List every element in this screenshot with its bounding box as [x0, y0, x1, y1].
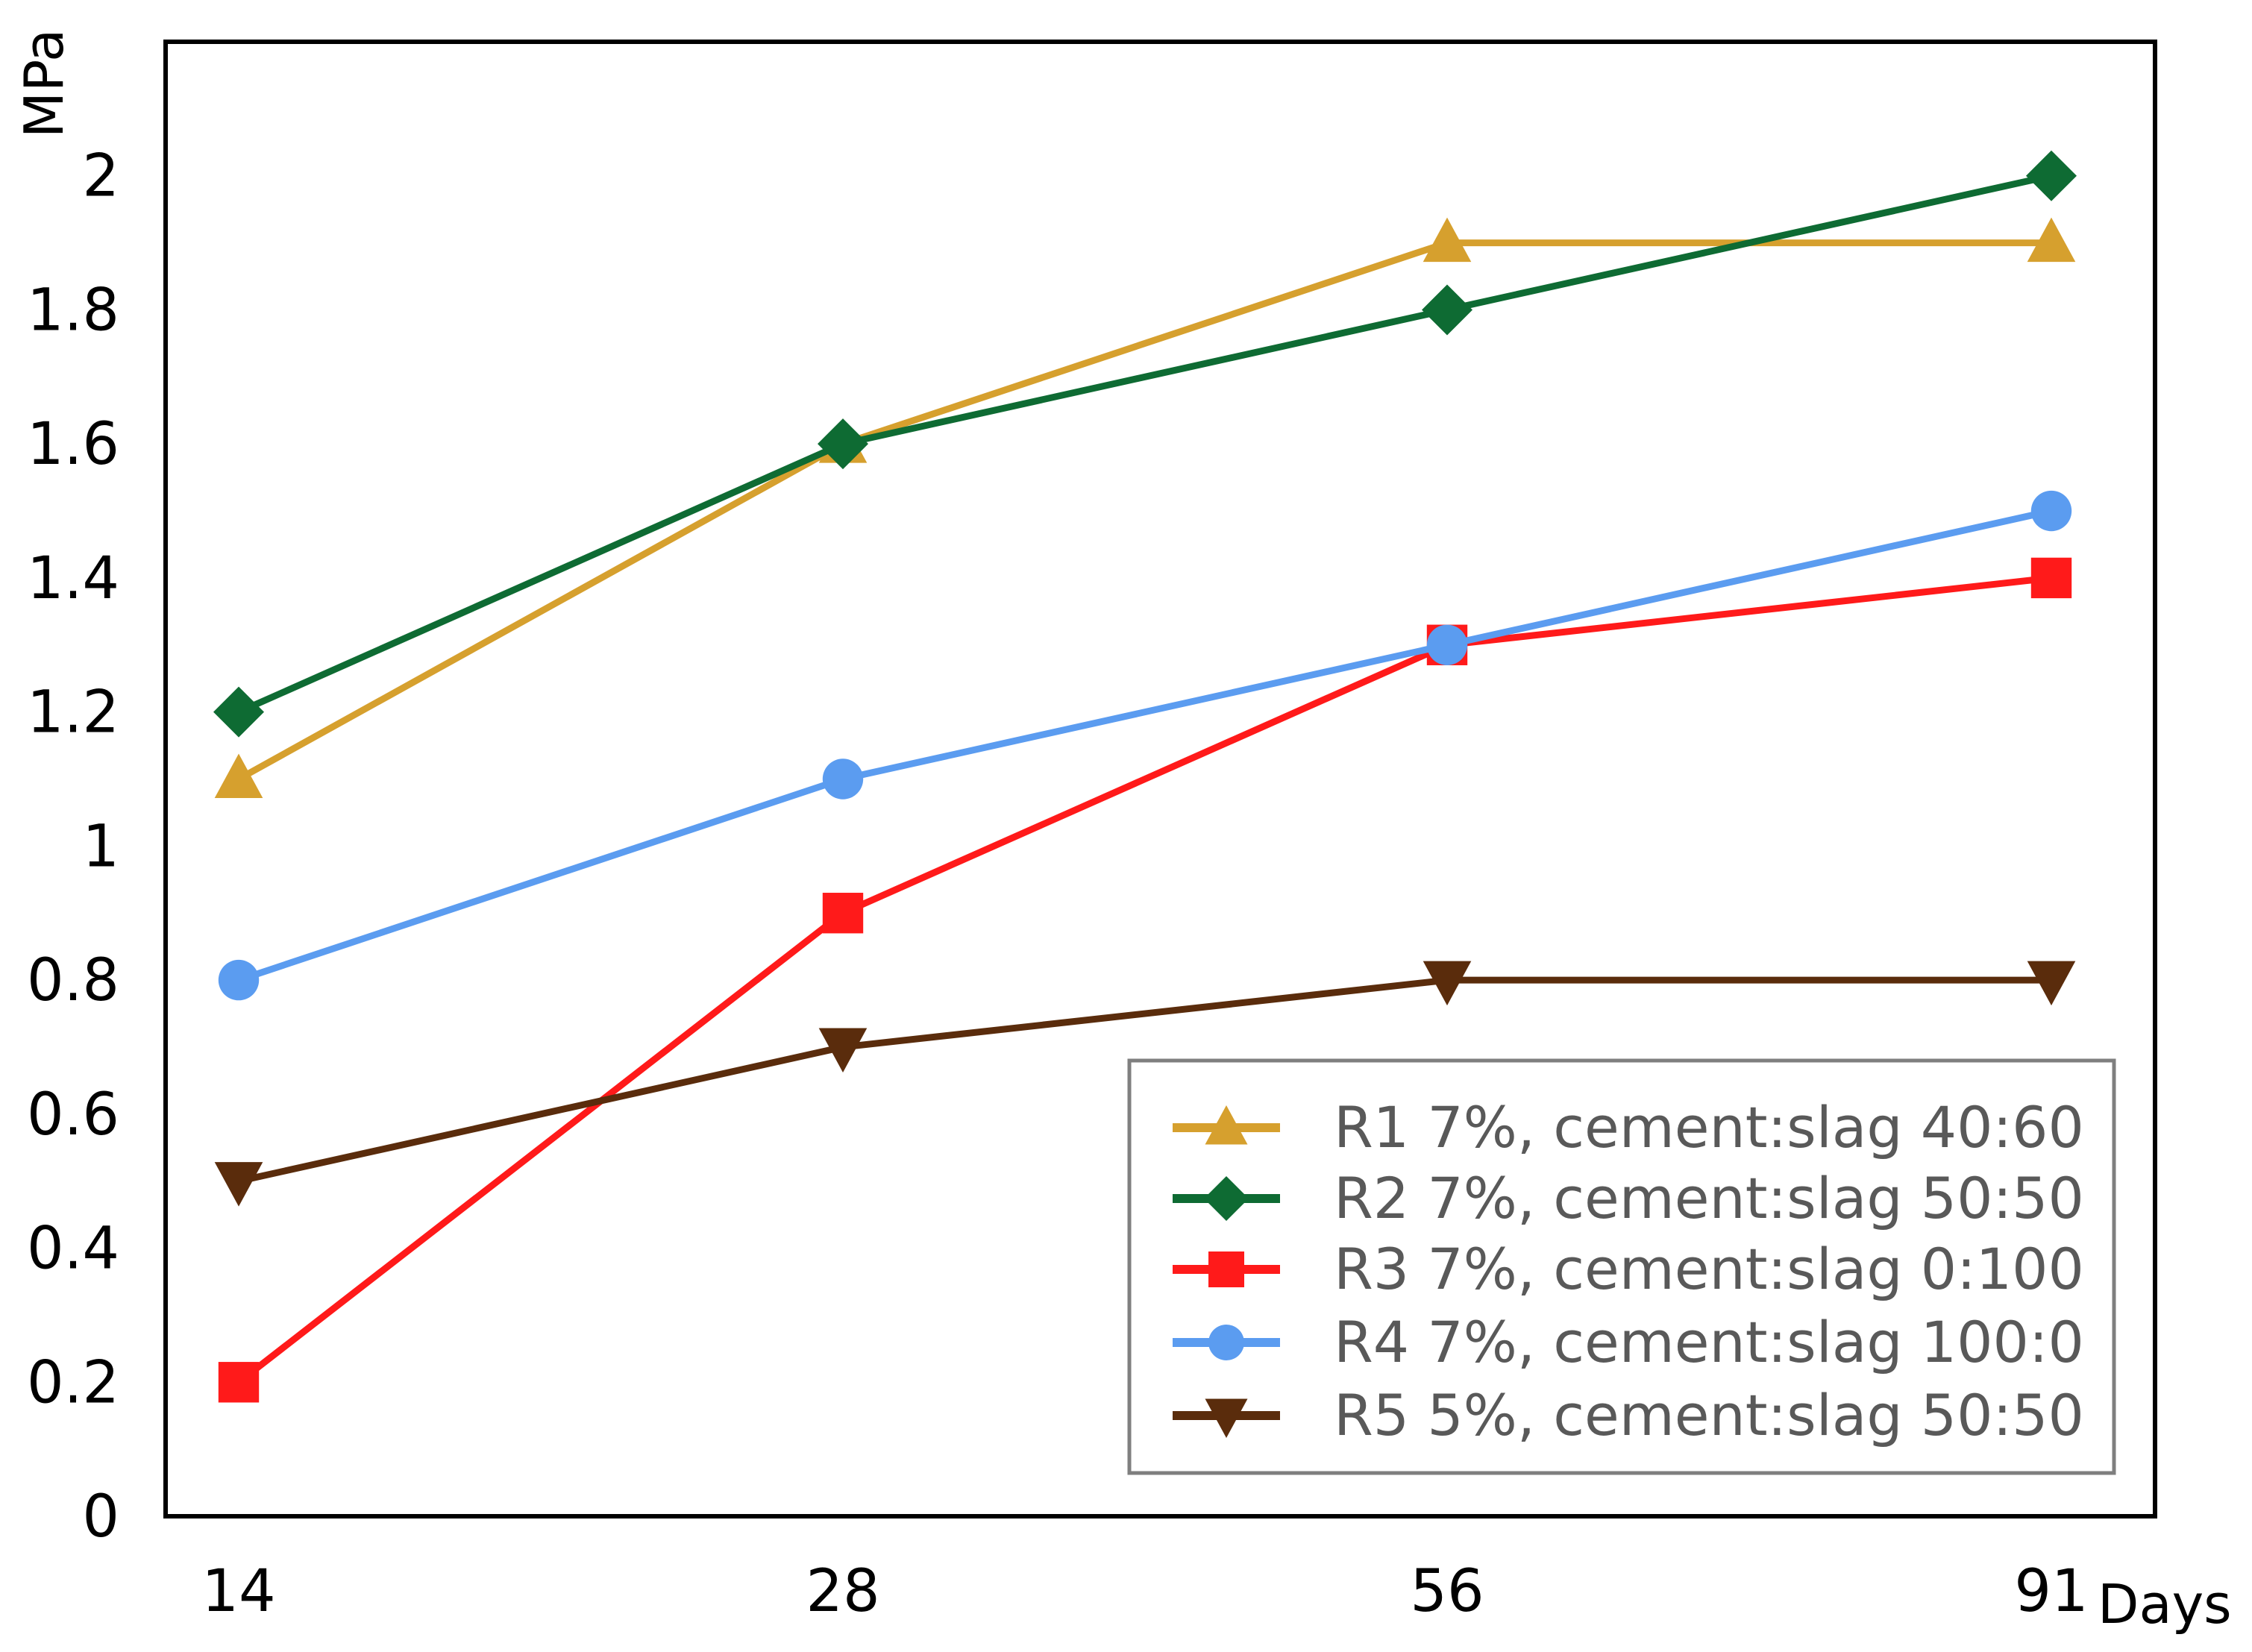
x-tick-label: 56 [1410, 1558, 1484, 1625]
data-point [1422, 284, 1472, 336]
data-point [218, 1362, 260, 1403]
x-tick-label: 14 [201, 1558, 275, 1625]
legend-label: R4 7%, cement:slag 100:0 [1334, 1309, 2084, 1375]
legend-label: R1 7%, cement:slag 40:60 [1334, 1094, 2084, 1161]
y-tick-label: 0.8 [27, 947, 119, 1014]
data-point [2027, 217, 2076, 263]
y-tick-label: 0.2 [27, 1349, 119, 1416]
data-point [822, 759, 864, 800]
y-tick-label: 1.2 [27, 679, 119, 747]
legend-marker [1204, 1176, 1249, 1221]
data-point [1426, 624, 1468, 665]
data-point [2030, 557, 2072, 599]
y-tick-label: 1.6 [27, 411, 119, 478]
y-tick-label: 2 [82, 143, 119, 210]
legend-marker [1205, 1105, 1248, 1145]
x-axis-title: Days [2098, 1573, 2232, 1636]
y-tick-label: 0.4 [27, 1216, 119, 1283]
legend-label: R5 5%, cement:slag 50:50 [1334, 1382, 2084, 1448]
data-point [2026, 150, 2077, 201]
data-point [818, 1028, 868, 1072]
y-tick-label: 0 [82, 1483, 119, 1551]
data-point [214, 1162, 263, 1207]
series-line [238, 976, 2051, 1185]
data-point [1423, 961, 1472, 1006]
legend-label: R2 7%, cement:slag 50:50 [1334, 1165, 2084, 1231]
legend-marker [1208, 1251, 1244, 1287]
data-point [822, 893, 864, 934]
data-point [213, 686, 264, 738]
series-2 [213, 150, 2077, 738]
plot-area-frame [163, 40, 2157, 1518]
legend-marker [1208, 1325, 1244, 1360]
y-axis-title: MPa [13, 29, 75, 138]
legend-marker [1205, 1398, 1248, 1438]
data-point [2027, 961, 2076, 1006]
x-tick-label: 91 [2014, 1558, 2088, 1625]
y-tick-label: 1.4 [27, 545, 119, 612]
x-axis-tick-labels: 14 28 56 91 [201, 1558, 2088, 1625]
data-point [818, 418, 868, 470]
y-axis-tick-labels: 0 0.2 0.4 0.6 0.8 1 1.2 1.4 1.6 1.8 2 [27, 143, 119, 1551]
series-line [237, 172, 2052, 715]
series-5 [214, 961, 2076, 1207]
legend-frame [1127, 1058, 2116, 1475]
series-line [236, 574, 2052, 1385]
data-point [214, 753, 263, 798]
data-point [2030, 490, 2072, 532]
series-4 [218, 490, 2072, 1001]
series-line [237, 507, 2052, 984]
x-tick-label: 28 [806, 1558, 879, 1625]
series-layer [213, 150, 2077, 1403]
data-point [218, 959, 260, 1001]
y-tick-label: 1.8 [27, 277, 119, 344]
data-point [1423, 217, 1472, 263]
y-tick-label: 1 [82, 813, 119, 880]
y-tick-label: 0.6 [27, 1081, 119, 1149]
legend-label: R3 7%, cement:slag 0:100 [1334, 1236, 2084, 1302]
